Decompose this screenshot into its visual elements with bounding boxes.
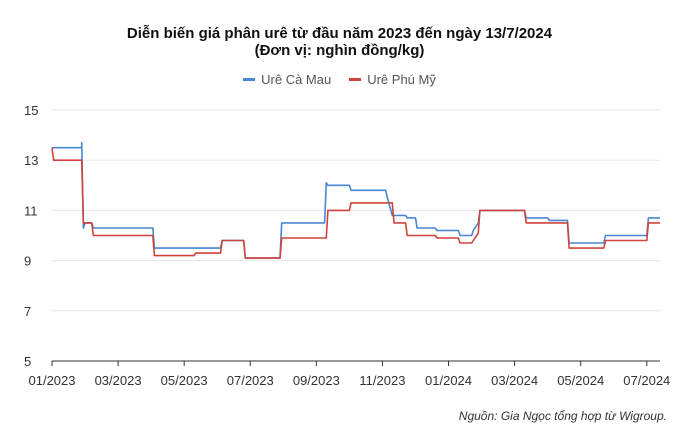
source-note: Nguồn: Gia Ngọc tổng hợp từ Wigroup.	[458, 409, 667, 423]
x-tick-label: 05/2024	[557, 373, 604, 388]
y-tick-label: 9	[24, 254, 31, 269]
y-tick-label: 7	[24, 304, 31, 319]
series-line-phu-my	[51, 147, 660, 259]
legend-item-phu-my[interactable]: Urê Phú Mỹ	[349, 72, 436, 87]
x-tick-label: 01/2024	[425, 373, 472, 388]
x-tick-label: 05/2023	[161, 373, 208, 388]
legend-item-ca-mau[interactable]: Urê Cà Mau	[243, 72, 331, 87]
x-tick-label: 01/2023	[29, 373, 76, 388]
y-tick-label: 11	[24, 203, 38, 218]
legend-label-ca-mau: Urê Cà Mau	[261, 72, 332, 87]
y-tick-label: 5	[24, 354, 31, 369]
x-tick-label: 07/2023	[227, 373, 274, 388]
chart-legend: Urê Cà Mau Urê Phú Mỹ	[0, 72, 679, 87]
x-tick-label: 03/2023	[95, 373, 142, 388]
legend-swatch-phu-my	[349, 78, 362, 81]
legend-swatch-ca-mau	[243, 78, 256, 81]
chart-title: Diễn biến giá phân urê từ đầu năm 2023 đ…	[126, 25, 553, 42]
chart-subtitle: (Đơn vị: nghìn đồng/kg)	[254, 42, 425, 59]
x-tick-label: 07/2024	[623, 373, 670, 388]
y-tick-label: 15	[24, 103, 38, 118]
x-tick-label: 09/2023	[293, 373, 340, 388]
y-tick-label: 13	[24, 153, 38, 168]
x-tick-label: 11/2023	[359, 373, 405, 388]
x-tick-label: 03/2024	[491, 373, 538, 388]
legend-label-phu-my: Urê Phú Mỹ	[367, 72, 436, 87]
